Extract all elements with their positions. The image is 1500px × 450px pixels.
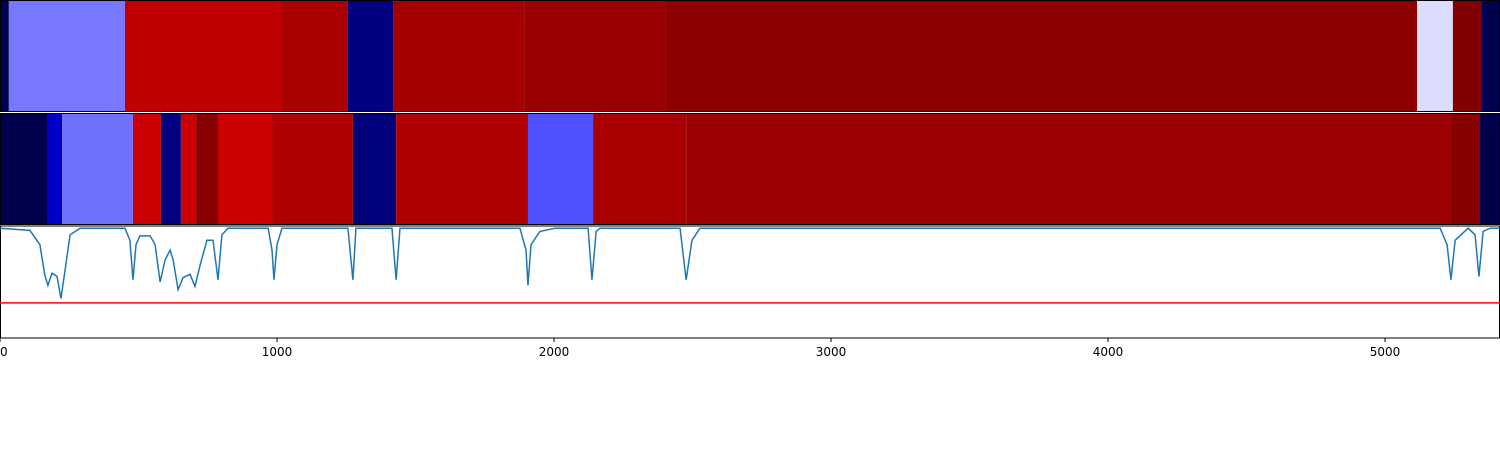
strip-segment xyxy=(686,113,1451,225)
strip-segment xyxy=(180,113,197,225)
strip-segment xyxy=(527,113,594,225)
strip-segment xyxy=(352,113,397,225)
strip-segment xyxy=(218,113,273,225)
strip-segment xyxy=(1450,113,1481,225)
strip-segment xyxy=(47,113,63,225)
strip-segment xyxy=(0,113,48,225)
strip-segment xyxy=(524,0,666,112)
x-tick-label: 0 xyxy=(0,345,8,359)
line xyxy=(0,227,1500,299)
strip-segment xyxy=(593,113,687,225)
strip-segment xyxy=(8,0,125,112)
strip-segment xyxy=(1480,113,1500,225)
strip-segment xyxy=(0,0,9,112)
strip-segment xyxy=(1481,0,1500,112)
strip-segment xyxy=(281,0,348,112)
strip-segment xyxy=(62,113,133,225)
strip-segment xyxy=(160,113,181,225)
strip-segment xyxy=(393,0,525,112)
strip-segment xyxy=(196,113,219,225)
x-tick-label: 4000 xyxy=(1093,345,1124,359)
strip-segment xyxy=(396,113,528,225)
x-tick-label: 5000 xyxy=(1370,345,1401,359)
strip-segment xyxy=(124,0,282,112)
strip-segment xyxy=(1417,0,1453,112)
strip-segment xyxy=(272,113,353,225)
x-tick-label: 2000 xyxy=(539,345,570,359)
strip-segment xyxy=(347,0,394,112)
strip-segment xyxy=(1452,0,1482,112)
strip-segment xyxy=(665,0,1418,112)
x-tick-label: 1000 xyxy=(262,345,293,359)
x-tick-label: 3000 xyxy=(816,345,847,359)
plot-frame xyxy=(0,225,1500,339)
strip-segment xyxy=(132,113,161,225)
